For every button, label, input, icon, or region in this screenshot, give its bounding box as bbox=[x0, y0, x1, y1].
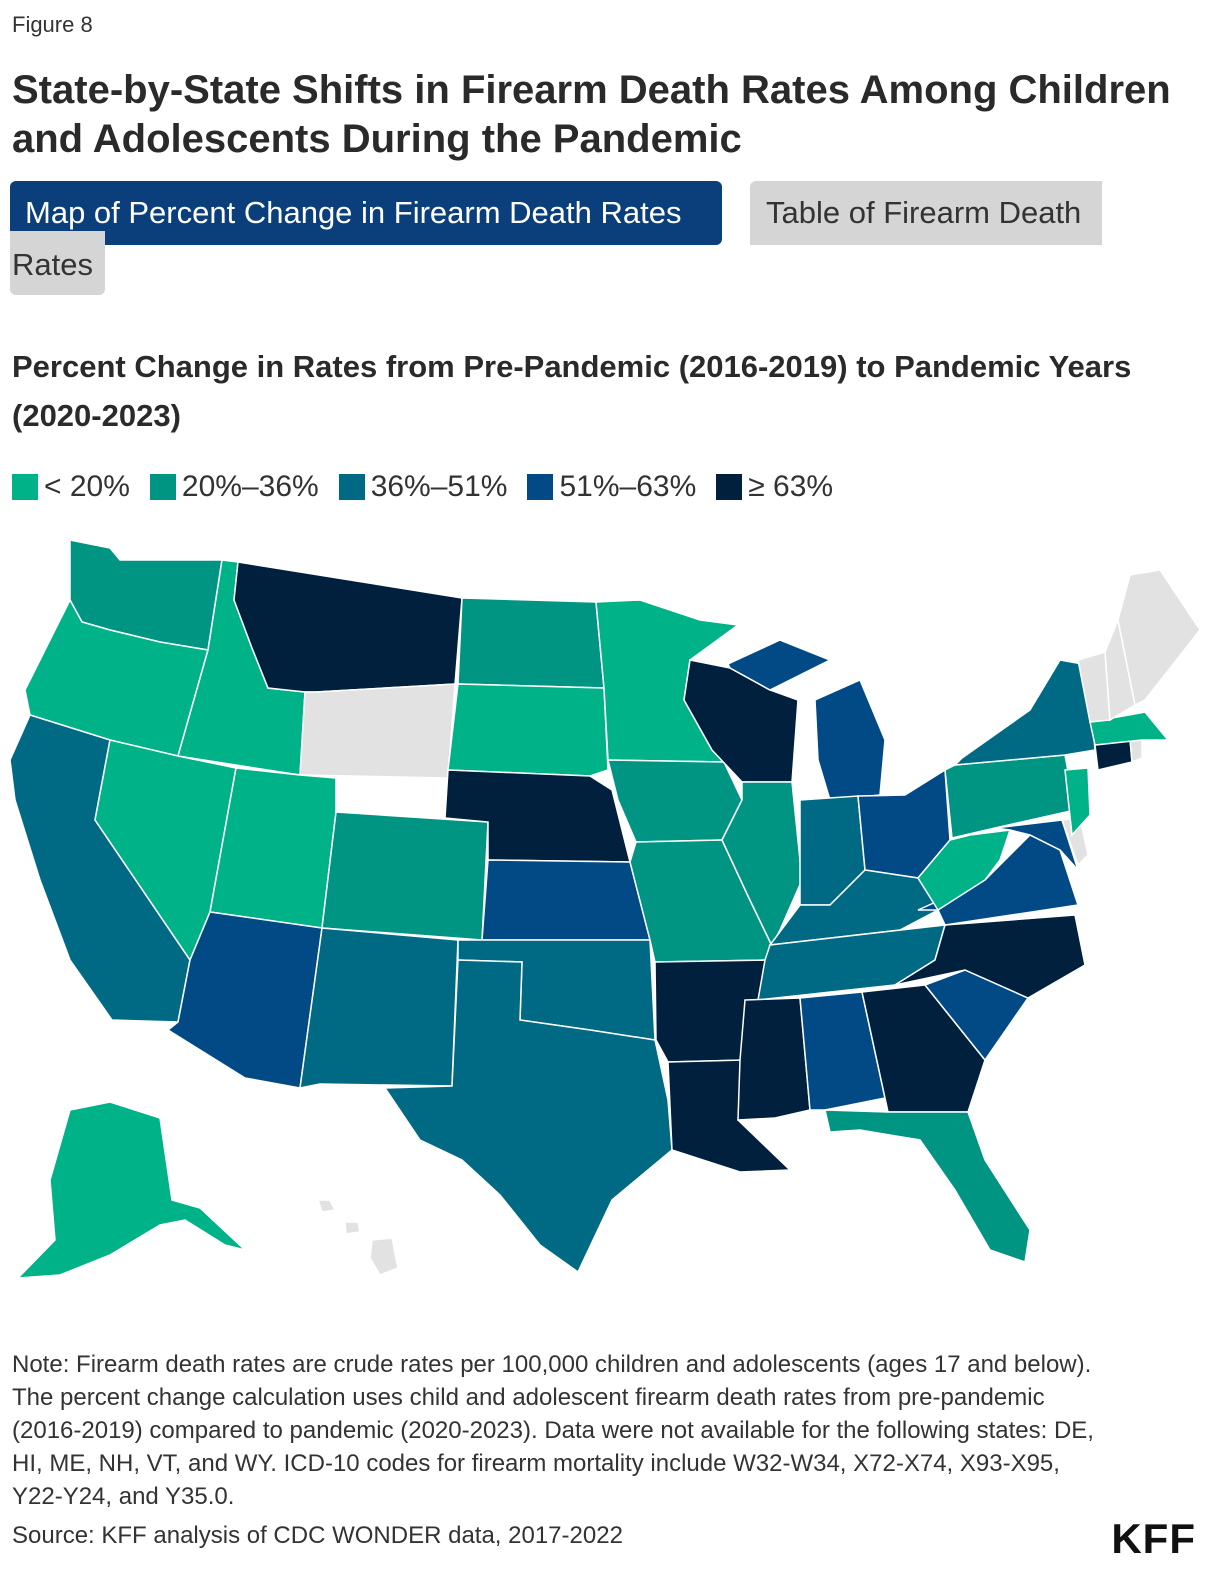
legend-item: < 20% bbox=[12, 470, 130, 504]
state-fl[interactable] bbox=[824, 1109, 1031, 1263]
legend-swatch bbox=[716, 474, 743, 500]
note-text: Note: Firearm death rates are crude rate… bbox=[12, 1351, 1094, 1510]
legend-swatch bbox=[12, 474, 38, 500]
state-hi[interactable] bbox=[316, 1199, 337, 1213]
state-me[interactable] bbox=[1117, 569, 1201, 707]
tab-map[interactable]: Map of Percent Change in Firearm Death R… bbox=[10, 181, 722, 245]
legend-swatch bbox=[338, 474, 365, 500]
legend: < 20% 20%–36% 36%–51% 51%–63% ≥ 63% bbox=[12, 470, 833, 504]
state-nm[interactable] bbox=[299, 927, 459, 1089]
state-co[interactable] bbox=[321, 811, 489, 941]
state-wv[interactable] bbox=[917, 829, 1012, 912]
state-wy[interactable] bbox=[299, 683, 456, 779]
legend-label: 36%–51% bbox=[370, 470, 508, 503]
state-nc[interactable] bbox=[894, 914, 1086, 999]
map-subtitle: Percent Change in Rates from Pre-Pandemi… bbox=[12, 349, 1132, 433]
source-text: Source: KFF analysis of CDC WONDER data,… bbox=[12, 1522, 623, 1549]
legend-swatch bbox=[149, 474, 176, 500]
state-hi-maui[interactable] bbox=[344, 1221, 361, 1235]
figure-label: Figure 8 bbox=[12, 12, 93, 37]
legend-label: 20%–36% bbox=[181, 470, 319, 503]
state-hi-big-island[interactable] bbox=[369, 1237, 399, 1276]
legend-label: < 20% bbox=[44, 470, 130, 503]
legend-label: 51%–63% bbox=[559, 470, 697, 503]
state-ia[interactable] bbox=[607, 759, 743, 843]
us-choropleth-map bbox=[9, 539, 1201, 1279]
legend-label: ≥ 63% bbox=[748, 470, 834, 503]
legend-item: 36%–51% bbox=[338, 470, 508, 504]
legend-swatch bbox=[527, 474, 554, 500]
state-sd[interactable] bbox=[447, 683, 609, 777]
state-va[interactable] bbox=[917, 834, 1079, 926]
state-mi-upper[interactable] bbox=[726, 639, 832, 691]
state-ny[interactable] bbox=[953, 659, 1096, 766]
page-title: State-by-State Shifts in Firearm Death R… bbox=[12, 68, 1171, 161]
state-ak[interactable] bbox=[16, 1101, 248, 1279]
state-mt[interactable] bbox=[233, 561, 463, 693]
kff-logo: KFF bbox=[1111, 1515, 1196, 1562]
state-ms[interactable] bbox=[737, 997, 811, 1121]
state-nj[interactable] bbox=[1064, 767, 1091, 837]
tab-table-continued[interactable]: Rates bbox=[10, 231, 105, 295]
state-nd[interactable] bbox=[457, 597, 605, 689]
state-mi[interactable] bbox=[814, 679, 886, 801]
state-ks[interactable] bbox=[481, 859, 651, 941]
tab-table[interactable]: Table of Firearm Death bbox=[750, 181, 1102, 245]
legend-item: 51%–63% bbox=[527, 470, 696, 504]
legend-item: 20%–36% bbox=[149, 470, 319, 504]
state-ri[interactable] bbox=[1129, 739, 1143, 764]
state-tx[interactable] bbox=[383, 959, 673, 1274]
legend-item: ≥ 63% bbox=[716, 470, 833, 504]
state-al[interactable] bbox=[799, 991, 886, 1111]
